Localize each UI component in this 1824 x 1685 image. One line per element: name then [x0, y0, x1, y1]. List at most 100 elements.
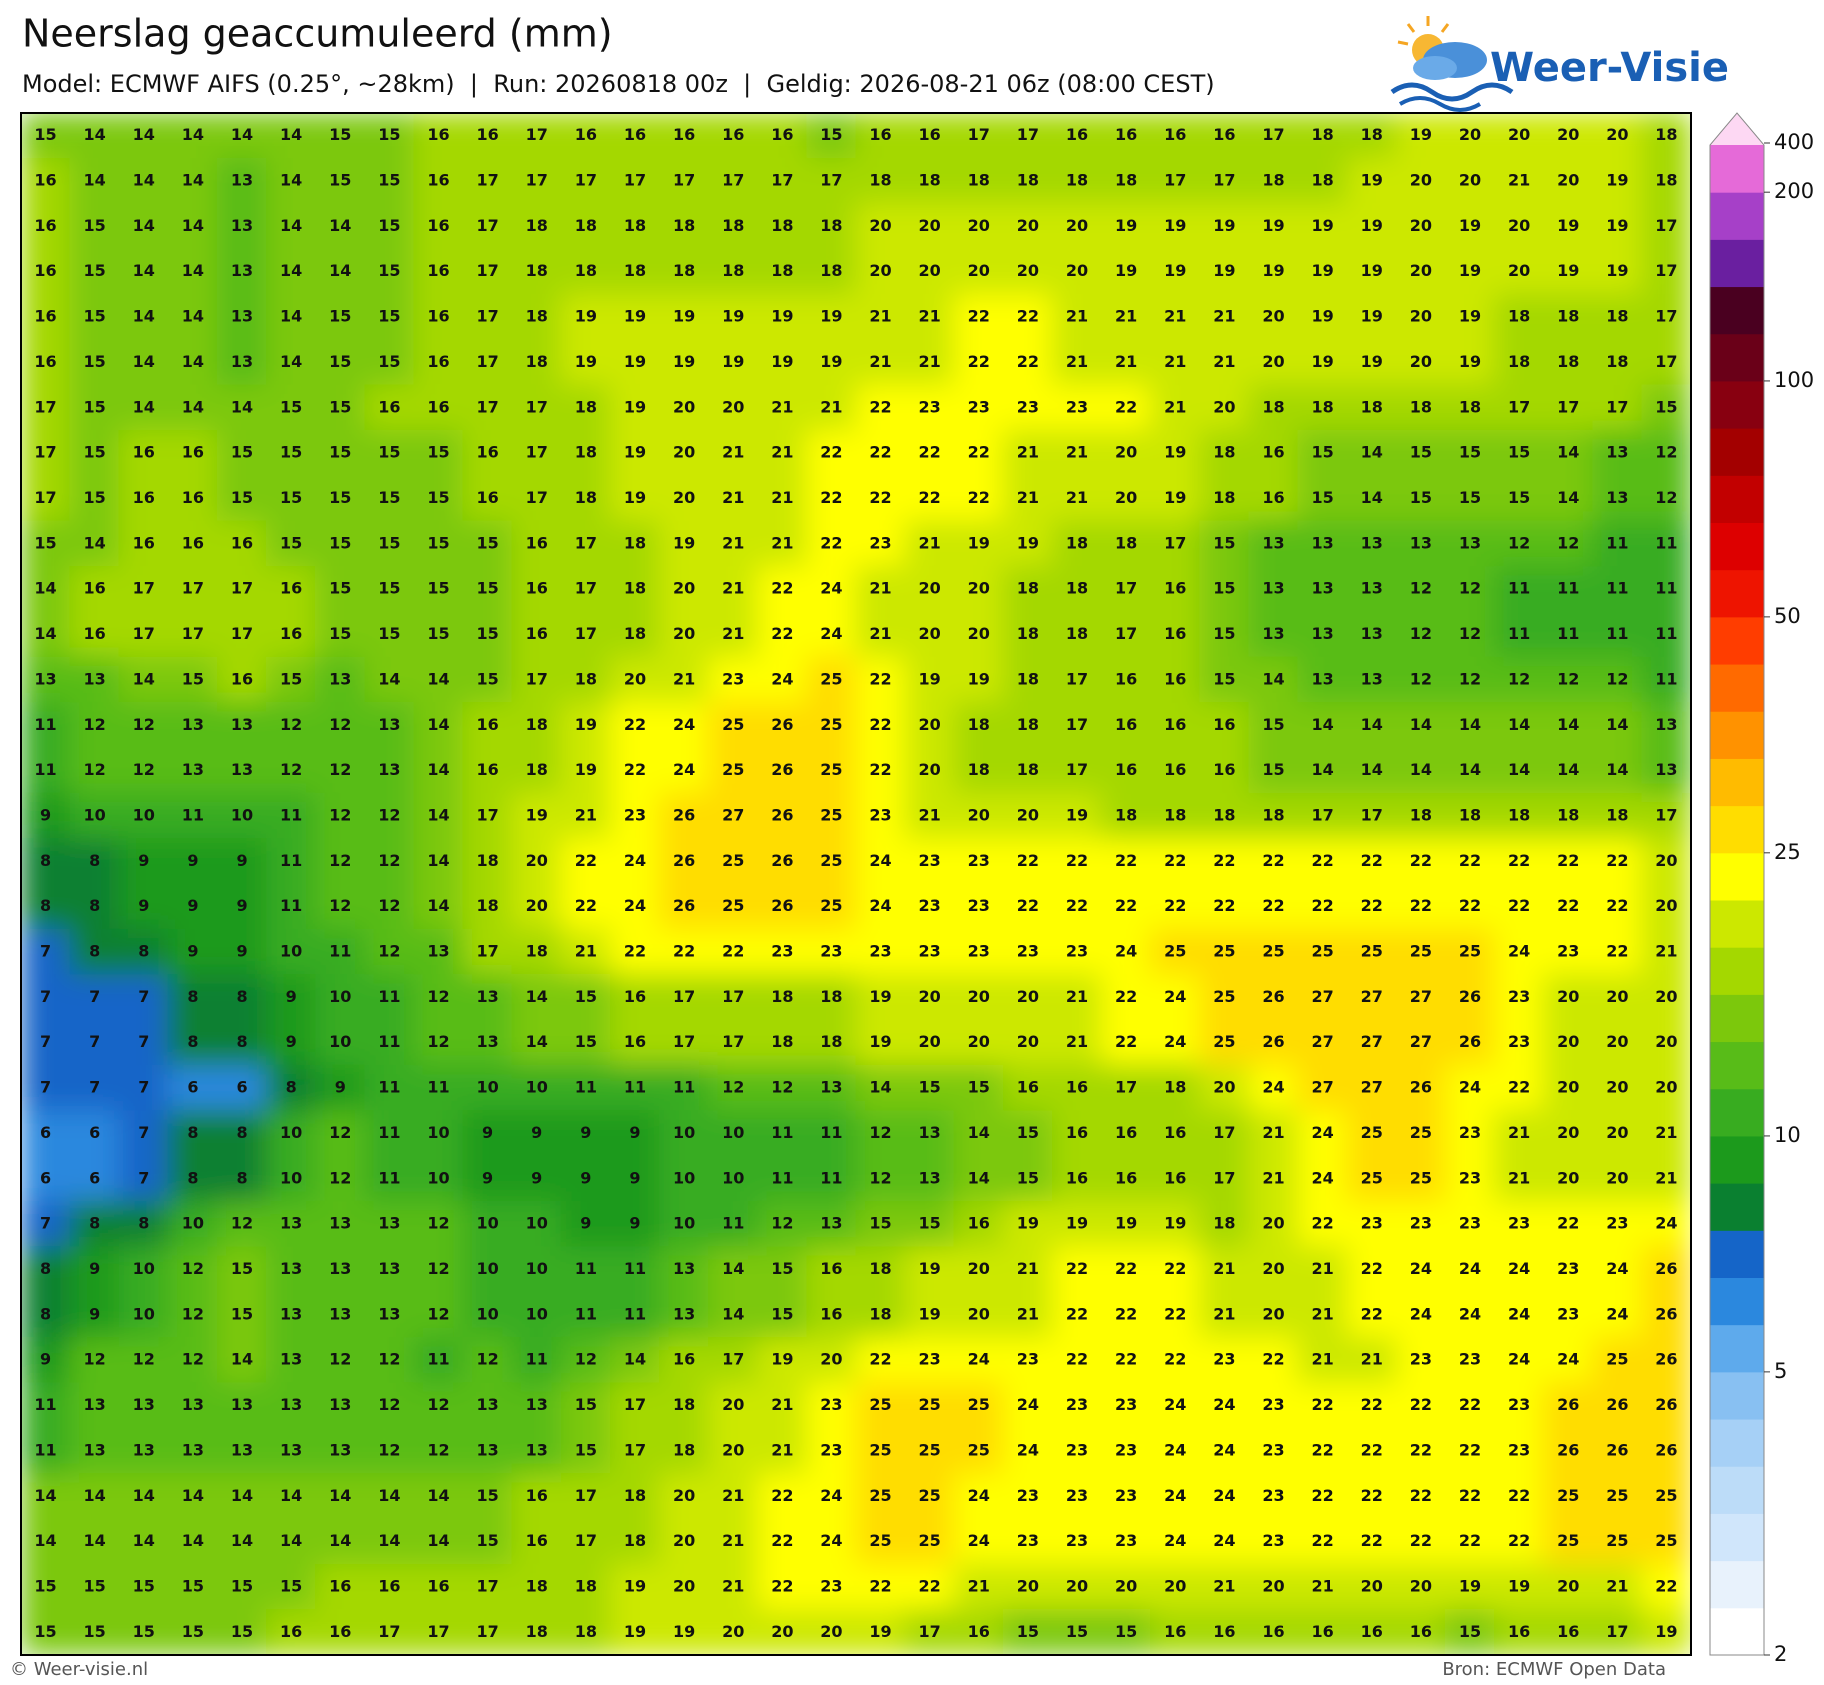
cell-value: 23 [1115, 1486, 1137, 1505]
cell-value: 20 [1655, 1032, 1677, 1051]
cell-value: 26 [1655, 1350, 1677, 1369]
cell [1444, 611, 1496, 658]
cell [609, 702, 661, 749]
cell [69, 248, 120, 295]
cell-value: 19 [624, 307, 646, 326]
cell-value: 15 [869, 1214, 891, 1233]
cell-value: 23 [1606, 1214, 1628, 1233]
cell-value: 16 [34, 261, 56, 280]
cell-value: 10 [427, 1123, 449, 1142]
cell [167, 429, 218, 477]
cell-value: 14 [1361, 715, 1383, 734]
cell [1346, 1382, 1397, 1429]
cell [1101, 1110, 1152, 1157]
cell-value: 18 [1655, 171, 1677, 190]
cell [1248, 475, 1299, 522]
cell [1248, 339, 1299, 386]
cell [511, 1563, 562, 1611]
cell [315, 1246, 366, 1293]
cell-value: 19 [1017, 1214, 1039, 1233]
cell [659, 792, 710, 840]
cell-value: 23 [1459, 1350, 1481, 1369]
cell-value: 11 [624, 1078, 646, 1097]
cell-value: 22 [1311, 1440, 1333, 1459]
cell [315, 293, 366, 341]
cell [806, 611, 857, 658]
cell-value: 22 [1066, 1259, 1088, 1278]
cell-value: 17 [34, 443, 56, 462]
cell [1150, 429, 1201, 477]
cell [462, 157, 513, 205]
cell [609, 974, 661, 1021]
cell-value: 18 [820, 987, 842, 1006]
cell-value: 17 [476, 171, 498, 190]
cell-value: 17 [1557, 397, 1579, 416]
cell [511, 384, 562, 431]
cell [167, 702, 218, 749]
cell-value: 21 [771, 1395, 793, 1414]
cell [315, 1473, 366, 1520]
cell [69, 1609, 120, 1655]
cell-value: 22 [1557, 1214, 1579, 1233]
cell [1297, 384, 1348, 431]
cell [757, 1337, 808, 1384]
cell [1101, 656, 1152, 704]
cell-value: 24 [1213, 1395, 1235, 1414]
cell [1248, 656, 1299, 704]
cell-value: 25 [919, 1440, 941, 1459]
cell [953, 702, 1004, 749]
cell [1101, 293, 1152, 341]
cell [1297, 429, 1348, 477]
cell [1346, 883, 1397, 930]
cell [1592, 974, 1643, 1021]
cell [1150, 928, 1201, 976]
cell-value: 15 [84, 397, 106, 416]
cell-value: 16 [231, 669, 253, 688]
cell-value: 22 [1410, 851, 1432, 870]
cell-value: 14 [280, 125, 302, 144]
cell-value: 21 [1115, 352, 1137, 371]
cell [1002, 611, 1053, 658]
cell-value: 17 [722, 1032, 744, 1051]
cell [69, 475, 120, 522]
cell-value: 16 [624, 125, 646, 144]
cell [167, 1019, 218, 1066]
cell [266, 1019, 317, 1066]
cell-value: 17 [820, 171, 842, 190]
cell [560, 1200, 611, 1248]
cell [69, 429, 120, 477]
cell [1444, 1473, 1496, 1520]
cell-value: 8 [40, 896, 51, 915]
cell [413, 566, 464, 613]
cell [413, 1291, 464, 1339]
cell-value: 13 [1361, 533, 1383, 552]
cell-value: 14 [84, 1531, 106, 1550]
cell [757, 702, 808, 749]
cell [1101, 974, 1152, 1021]
cell-value: 27 [722, 805, 744, 824]
cell-value: 16 [34, 352, 56, 371]
cell-value: 8 [236, 1032, 247, 1051]
cell-value: 9 [580, 1168, 591, 1187]
cell-value: 18 [1557, 307, 1579, 326]
cell-value: 17 [1311, 805, 1333, 824]
cell-value: 19 [526, 805, 548, 824]
cell [609, 113, 661, 159]
cell [560, 1609, 611, 1655]
cell-value: 18 [1606, 805, 1628, 824]
cell-value: 18 [1213, 488, 1235, 507]
cell [1101, 1609, 1152, 1655]
cell-value: 19 [1115, 1214, 1137, 1233]
cell [1051, 293, 1103, 341]
cell-value: 22 [869, 1350, 891, 1369]
cell [1002, 1382, 1053, 1429]
cell-value: 19 [1557, 261, 1579, 280]
cell-value: 19 [673, 307, 695, 326]
cell-value: 18 [1066, 171, 1088, 190]
cell-value: 21 [771, 533, 793, 552]
cell-value: 21 [1262, 1123, 1284, 1142]
cell-value: 11 [378, 1168, 400, 1187]
cell-value: 24 [1262, 1078, 1284, 1097]
cell [216, 1337, 268, 1384]
cell [806, 702, 857, 749]
